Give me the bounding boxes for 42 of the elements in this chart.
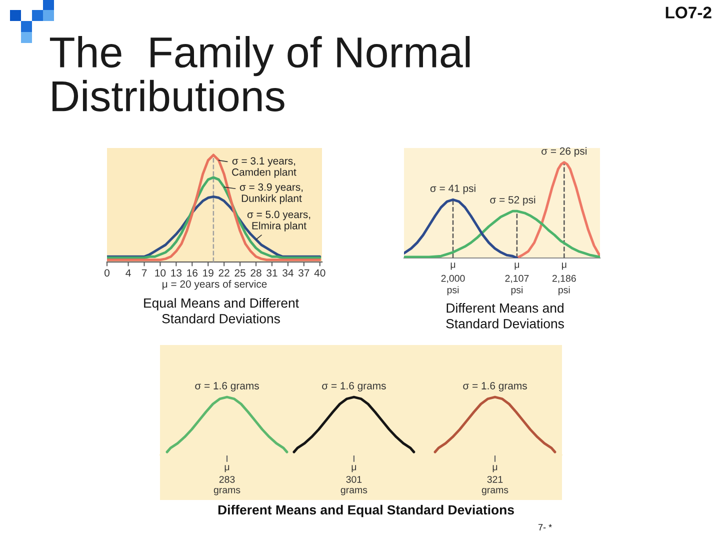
series-label: σ = 1.6 grams xyxy=(195,382,259,392)
x-tick-label: 2,000 psi xyxy=(441,274,465,296)
annotation: μ xyxy=(450,262,456,270)
text: Equal Means and Different Standard Deviations xyxy=(144,298,299,324)
x-tick-label: 0 xyxy=(104,269,110,277)
x-tick-label: 283 grams xyxy=(214,476,240,496)
text: μ xyxy=(224,465,230,472)
x-tick-label: 10 xyxy=(155,269,166,277)
x-tick-label: 31 xyxy=(266,269,278,277)
x-tick-label: 13 xyxy=(171,269,182,277)
text: μ xyxy=(352,465,356,472)
text: LO7-2 xyxy=(666,6,712,18)
series-label: σ = 3.9 years, Dunkirk plant xyxy=(240,183,303,204)
series-label: σ = 1.6 grams xyxy=(322,382,386,392)
x-tick-label: 321 grams xyxy=(482,476,508,496)
series-label: σ = 52 psi xyxy=(490,196,536,206)
x-tick-label: 28 xyxy=(250,269,262,277)
series-label: σ = 41 psi xyxy=(430,184,476,194)
text: 7- * xyxy=(538,524,552,530)
x-tick-label: 2,186 psi xyxy=(552,274,576,296)
x-tick-label: 4 xyxy=(126,269,131,276)
x-tick-label: 22 xyxy=(218,269,230,276)
x-tick-label: 34 xyxy=(282,269,294,277)
series-label: σ = 3.1 years, Camden plant xyxy=(232,157,296,178)
series-label: σ = 1.6 grams xyxy=(463,382,527,392)
text: Different Means and Equal Standard Deviations xyxy=(218,504,514,518)
x-tick-label: 2,107 psi xyxy=(505,274,529,296)
x-tick-label: 7 xyxy=(142,269,147,276)
series-label: σ = 5.0 years, Elmira plant xyxy=(247,210,310,232)
x-tick-label: 40 xyxy=(314,269,326,277)
x-tick-label: 19 xyxy=(203,269,214,277)
x-tick-label: 16 xyxy=(187,269,198,277)
series-label: σ = 26 psi xyxy=(542,147,586,157)
annotation: μ xyxy=(562,262,566,270)
x-tick-label: 37 xyxy=(298,269,310,277)
text: μ xyxy=(492,465,498,472)
text: Different Means and Standard Deviations xyxy=(446,303,564,328)
x-tick-label: 301 grams xyxy=(340,476,368,496)
text: The Family of Normal Distributions xyxy=(50,36,470,112)
annotation: μ xyxy=(514,262,520,270)
x-axis-title: μ = 20 years of service xyxy=(162,280,267,290)
x-tick-label: 25 xyxy=(234,269,246,277)
